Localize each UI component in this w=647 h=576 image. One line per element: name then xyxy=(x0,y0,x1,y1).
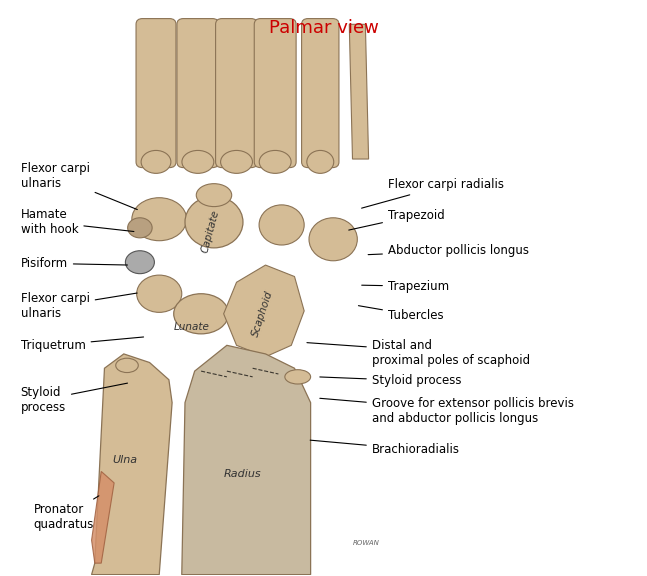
Text: Trapezoid: Trapezoid xyxy=(349,209,444,230)
Polygon shape xyxy=(92,354,172,575)
Polygon shape xyxy=(182,346,311,575)
FancyBboxPatch shape xyxy=(177,18,219,168)
Text: Radius: Radius xyxy=(224,469,262,479)
Text: ROWAN: ROWAN xyxy=(353,540,379,546)
Text: Lunate: Lunate xyxy=(173,322,210,332)
Polygon shape xyxy=(92,471,114,563)
Text: Capitate: Capitate xyxy=(200,209,221,255)
Ellipse shape xyxy=(307,150,334,173)
Ellipse shape xyxy=(221,150,252,173)
Text: Flexor carpi
ulnaris: Flexor carpi ulnaris xyxy=(21,162,137,210)
Text: Triquetrum: Triquetrum xyxy=(21,337,144,352)
Ellipse shape xyxy=(173,294,228,334)
Text: Scaphoid: Scaphoid xyxy=(250,290,274,338)
Ellipse shape xyxy=(182,150,214,173)
Text: Flexor carpi
ulnaris: Flexor carpi ulnaris xyxy=(21,293,137,320)
Text: Styloid process: Styloid process xyxy=(320,374,461,388)
Text: Brachioradialis: Brachioradialis xyxy=(310,440,460,456)
Ellipse shape xyxy=(309,218,357,261)
Text: Pisiform: Pisiform xyxy=(21,257,127,270)
Ellipse shape xyxy=(285,370,311,384)
Text: Styloid
process: Styloid process xyxy=(21,383,127,414)
Text: Tubercles: Tubercles xyxy=(358,306,444,322)
Ellipse shape xyxy=(259,205,304,245)
Text: Ulna: Ulna xyxy=(113,455,138,465)
FancyBboxPatch shape xyxy=(215,18,258,168)
Text: Pronator
quadratus: Pronator quadratus xyxy=(34,496,99,531)
Ellipse shape xyxy=(185,196,243,248)
Ellipse shape xyxy=(137,275,182,312)
Ellipse shape xyxy=(141,150,171,173)
FancyBboxPatch shape xyxy=(136,18,176,168)
Ellipse shape xyxy=(126,251,155,274)
Text: Abductor pollicis longus: Abductor pollicis longus xyxy=(368,244,529,257)
Ellipse shape xyxy=(196,184,232,207)
Ellipse shape xyxy=(132,198,186,241)
Polygon shape xyxy=(224,265,304,357)
FancyBboxPatch shape xyxy=(302,18,339,168)
Text: Distal and
proximal poles of scaphoid: Distal and proximal poles of scaphoid xyxy=(307,339,530,367)
FancyBboxPatch shape xyxy=(254,18,296,168)
Text: Hamate
with hook: Hamate with hook xyxy=(21,208,134,236)
Text: Groove for extensor pollicis brevis
and abductor pollicis longus: Groove for extensor pollicis brevis and … xyxy=(320,397,574,425)
Text: Palmar view: Palmar view xyxy=(269,18,378,37)
Text: Trapezium: Trapezium xyxy=(362,280,449,293)
Ellipse shape xyxy=(127,218,152,238)
Polygon shape xyxy=(349,24,369,159)
Text: Flexor carpi radialis: Flexor carpi radialis xyxy=(362,179,504,208)
Ellipse shape xyxy=(116,358,138,373)
Ellipse shape xyxy=(259,150,291,173)
